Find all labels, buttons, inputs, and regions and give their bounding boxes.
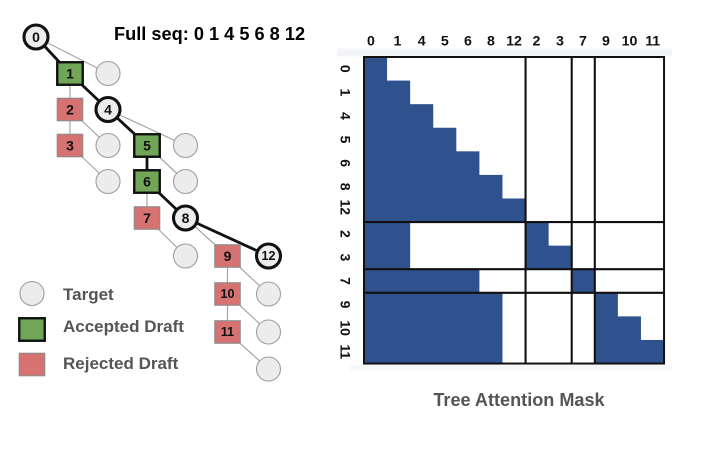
svg-text:12: 12 (338, 199, 354, 215)
svg-text:7: 7 (143, 210, 151, 226)
svg-text:1: 1 (66, 66, 74, 82)
svg-text:8: 8 (338, 183, 354, 191)
svg-text:11: 11 (338, 344, 354, 359)
svg-text:0: 0 (367, 34, 375, 50)
svg-text:Full seq: 0 1 4 5 6 8 12: Full seq: 0 1 4 5 6 8 12 (114, 24, 305, 44)
svg-text:5: 5 (441, 34, 449, 50)
svg-text:2: 2 (66, 102, 74, 118)
svg-text:10: 10 (338, 320, 354, 336)
svg-text:8: 8 (487, 34, 495, 50)
svg-text:Accepted Draft: Accepted Draft (63, 317, 184, 336)
svg-text:1: 1 (338, 88, 354, 96)
svg-text:5: 5 (143, 138, 151, 154)
svg-text:6: 6 (338, 159, 354, 167)
svg-text:6: 6 (143, 174, 151, 190)
svg-text:11: 11 (221, 325, 234, 339)
svg-text:3: 3 (66, 138, 74, 154)
svg-text:5: 5 (338, 136, 354, 144)
svg-text:8: 8 (182, 210, 190, 226)
svg-text:7: 7 (338, 277, 354, 285)
svg-text:0: 0 (338, 65, 354, 73)
svg-text:Rejected Draft: Rejected Draft (63, 354, 179, 373)
svg-text:10: 10 (622, 34, 638, 50)
svg-text:3: 3 (338, 254, 354, 262)
svg-text:2: 2 (533, 34, 541, 50)
svg-text:6: 6 (464, 34, 472, 50)
svg-text:0: 0 (32, 29, 40, 45)
svg-text:9: 9 (338, 301, 354, 309)
svg-text:7: 7 (579, 34, 587, 50)
svg-text:10: 10 (221, 287, 235, 301)
svg-text:9: 9 (602, 34, 610, 50)
svg-text:Tree Attention Mask: Tree Attention Mask (433, 390, 605, 410)
svg-text:4: 4 (338, 112, 354, 120)
svg-text:2: 2 (338, 230, 354, 238)
svg-text:4: 4 (104, 102, 112, 118)
svg-text:3: 3 (556, 34, 564, 50)
svg-text:9: 9 (224, 248, 232, 264)
svg-text:11: 11 (645, 34, 660, 50)
svg-text:12: 12 (506, 34, 522, 50)
svg-text:4: 4 (418, 34, 426, 50)
svg-text:Target: Target (63, 285, 114, 304)
svg-text:12: 12 (262, 249, 276, 263)
svg-text:1: 1 (394, 34, 402, 50)
